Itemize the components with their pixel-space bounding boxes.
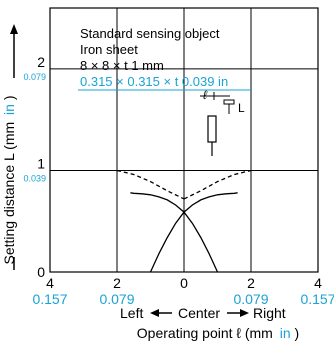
series-line-3	[116, 169, 185, 200]
annotation-line-4: 0.315 × 0.315 × t 0.039 in	[80, 74, 228, 89]
y-axis-label-close: )	[1, 95, 17, 100]
annotation-line-2: Iron sheet	[80, 42, 138, 57]
inset-sensor-body	[207, 115, 217, 143]
y-axis-title: Setting distance L (mm in )	[1, 95, 17, 264]
x-axis-label-in: in	[280, 325, 291, 341]
x-axis-label-close: )	[295, 325, 300, 341]
series-line-4	[183, 169, 252, 200]
annotation-line-3: 8 × 8 × t 1 mm	[80, 58, 164, 73]
x-tick-label: 2	[113, 275, 121, 291]
sensor-inset-diagram: ℓ L	[200, 88, 245, 156]
x-tick-label-in: 0.079	[99, 291, 134, 307]
x-tick-label: 4	[46, 275, 54, 291]
y-tick-label-in: 0.039	[23, 173, 46, 183]
annotation: Standard sensing object Iron sheet 8 × 8…	[78, 26, 252, 91]
left-arrow-icon	[150, 309, 159, 317]
annotation-line-1: Standard sensing object	[80, 26, 220, 41]
x-tick-label: 2	[247, 275, 255, 291]
y-tick-label: 2	[37, 54, 45, 70]
direction-right: Right	[253, 305, 286, 321]
y-tick-label: 1	[37, 155, 45, 171]
x-tick-label: 0	[180, 275, 188, 291]
y-tick-label-in: 0.079	[23, 72, 46, 82]
y-tick-label: 0	[37, 264, 45, 280]
inset-ell-label: ℓ	[203, 88, 208, 102]
y-axis-label-in: in	[1, 104, 17, 115]
direction-left: Left	[120, 305, 143, 321]
x-tick-label-in: 0.157	[300, 291, 334, 307]
right-arrow-icon	[240, 309, 249, 317]
y-axis-label: Setting distance L (mm	[1, 122, 17, 265]
series-line-2	[130, 192, 219, 273]
inset-L-label: L	[238, 101, 245, 115]
x-tick-label-in: 0.157	[32, 291, 67, 307]
svg-text:Setting distance L (mm i: Setting distance L (mm in )	[1, 95, 17, 264]
direction-center: Center	[178, 305, 220, 321]
x-axis-title: Operating point ℓ (mm in )	[137, 325, 299, 341]
series-line-1	[149, 192, 238, 273]
x-axis-label: Operating point ℓ (mm	[137, 325, 273, 341]
x-tick-label-in: 0.079	[233, 291, 268, 307]
series-group	[116, 169, 252, 273]
x-tick-label: 4	[314, 275, 322, 291]
inset-target-plate	[223, 99, 235, 105]
y-axis-arrow-icon	[10, 24, 18, 34]
grid	[49, 7, 319, 273]
direction-labels: Left Center Right	[120, 305, 286, 321]
